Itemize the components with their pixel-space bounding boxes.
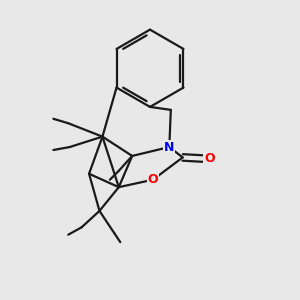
Text: N: N: [164, 140, 175, 154]
Text: O: O: [204, 152, 215, 165]
Text: O: O: [148, 173, 158, 186]
